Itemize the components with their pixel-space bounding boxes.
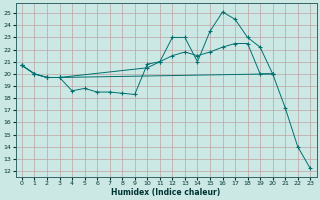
X-axis label: Humidex (Indice chaleur): Humidex (Indice chaleur) xyxy=(111,188,221,197)
